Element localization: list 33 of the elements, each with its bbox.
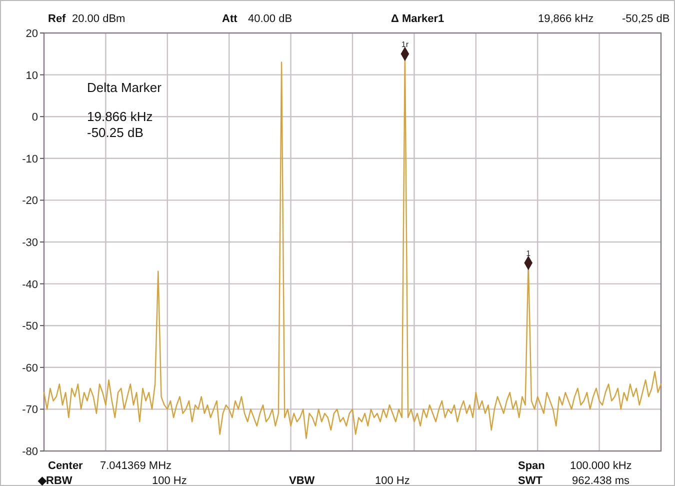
text: 100.000 kHz	[570, 460, 632, 472]
y-tick-label: -10	[22, 153, 38, 166]
text: 20.00 dBm	[72, 13, 126, 25]
annotation: Delta Marker	[87, 80, 162, 95]
y-tick-label: 20	[26, 28, 38, 40]
annotation: -50.25 dB	[87, 125, 144, 140]
text: -50,25 dB	[622, 13, 670, 25]
text: 962.438 ms	[572, 475, 630, 486]
y-tick-label: -40	[22, 278, 38, 291]
text: Span	[518, 460, 546, 472]
y-tick-label: -80	[22, 446, 38, 458]
text: 100 Hz	[375, 475, 410, 486]
y-tick-label: -30	[22, 237, 38, 249]
text: Δ Marker1	[391, 13, 444, 25]
y-tick-label: 0	[32, 112, 38, 124]
text: 40.00 dB	[248, 13, 292, 25]
y-tick-label: 10	[26, 70, 38, 82]
text: SWT	[518, 475, 543, 486]
y-tick-label: -70	[22, 404, 38, 416]
annotation: 1	[526, 248, 532, 258]
y-tick-label: -20	[22, 195, 38, 208]
text: VBW	[289, 475, 316, 486]
text: Att	[222, 13, 238, 25]
y-tick-label: -50	[22, 320, 38, 333]
annotation: 19.866 kHz	[87, 109, 153, 124]
text: 7.041369 MHz	[100, 460, 172, 472]
text: 100 Hz	[152, 475, 187, 486]
text: 19,866 kHz	[538, 13, 594, 25]
text: ◆RBW	[37, 475, 73, 486]
text: Center	[48, 460, 84, 472]
text: Ref	[48, 13, 66, 25]
annotation: 1r	[401, 40, 409, 49]
y-tick-label: -60	[22, 362, 38, 374]
